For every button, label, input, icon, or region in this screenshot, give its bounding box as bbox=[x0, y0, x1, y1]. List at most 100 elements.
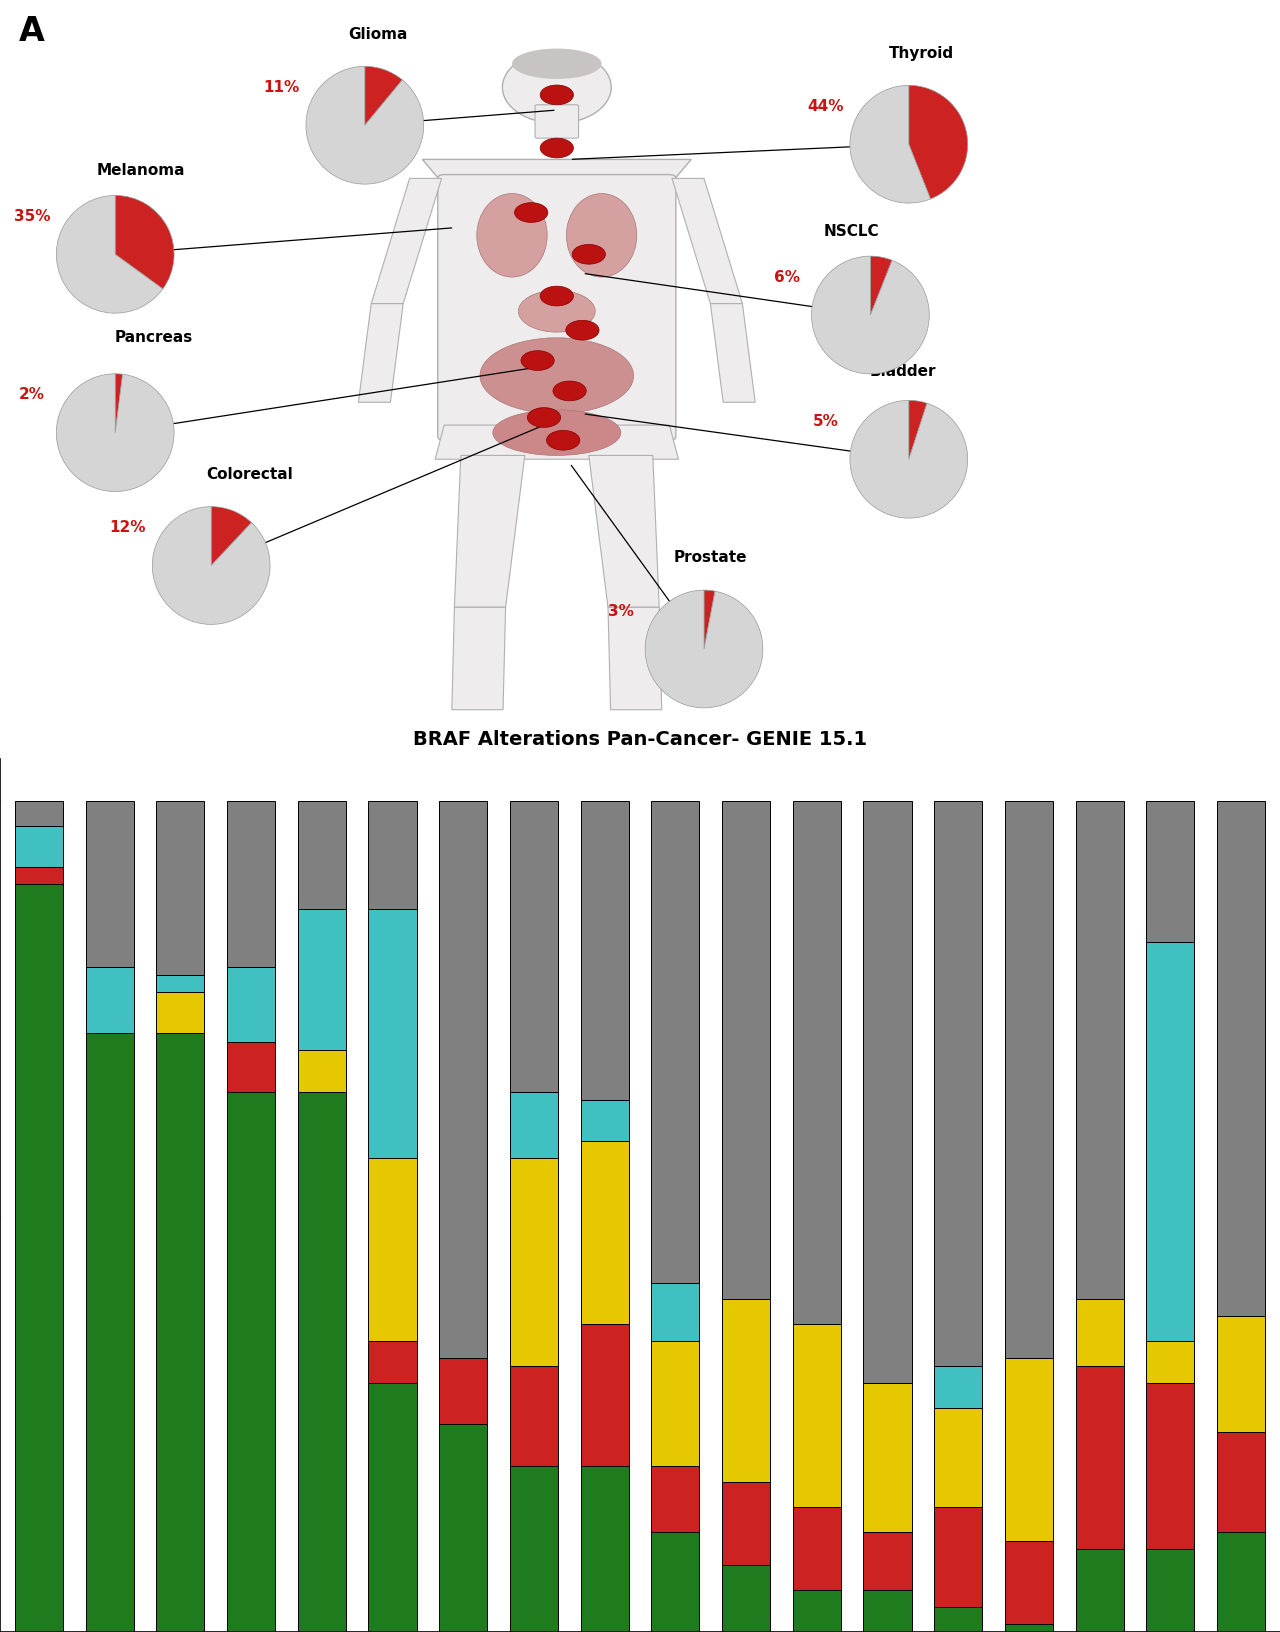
Polygon shape bbox=[608, 607, 662, 710]
Circle shape bbox=[540, 139, 573, 158]
Bar bbox=[652, 1283, 699, 1342]
Text: 12%: 12% bbox=[110, 521, 146, 535]
Wedge shape bbox=[306, 67, 424, 184]
Polygon shape bbox=[435, 424, 678, 459]
Text: 35%: 35% bbox=[14, 209, 50, 224]
Bar bbox=[1075, 1549, 1124, 1632]
Wedge shape bbox=[850, 400, 968, 517]
Bar bbox=[792, 1508, 841, 1591]
Ellipse shape bbox=[518, 290, 595, 331]
Bar bbox=[1005, 1541, 1053, 1624]
Wedge shape bbox=[365, 67, 402, 126]
Text: Pancreas: Pancreas bbox=[114, 330, 193, 346]
Bar bbox=[156, 1033, 205, 1632]
Wedge shape bbox=[56, 196, 163, 313]
Bar bbox=[934, 1508, 982, 1608]
Bar bbox=[1147, 942, 1194, 1342]
Bar bbox=[15, 867, 63, 885]
Bar bbox=[722, 1299, 771, 1482]
Bar bbox=[1075, 801, 1124, 1299]
Text: Colorectal: Colorectal bbox=[206, 467, 293, 481]
Bar bbox=[934, 801, 982, 1366]
Bar bbox=[1217, 1433, 1265, 1532]
Ellipse shape bbox=[502, 51, 612, 124]
Circle shape bbox=[553, 380, 586, 401]
Bar bbox=[86, 966, 133, 1033]
Bar bbox=[934, 1407, 982, 1508]
Text: Prostate: Prostate bbox=[673, 550, 748, 565]
Text: 5%: 5% bbox=[813, 415, 838, 429]
Bar bbox=[934, 1608, 982, 1632]
Bar bbox=[1005, 1624, 1053, 1632]
Bar bbox=[864, 801, 911, 1382]
Polygon shape bbox=[371, 178, 442, 304]
Bar bbox=[298, 1092, 346, 1632]
Polygon shape bbox=[422, 160, 691, 183]
Bar bbox=[864, 1382, 911, 1532]
Bar bbox=[1005, 1358, 1053, 1541]
Bar bbox=[227, 1041, 275, 1092]
Bar bbox=[369, 1159, 416, 1342]
Bar bbox=[369, 801, 416, 909]
Bar bbox=[439, 801, 488, 1358]
Bar bbox=[86, 801, 133, 966]
Ellipse shape bbox=[566, 194, 637, 277]
Wedge shape bbox=[850, 85, 931, 202]
Ellipse shape bbox=[477, 194, 548, 277]
Text: 3%: 3% bbox=[608, 604, 634, 619]
Bar bbox=[369, 909, 416, 1159]
Polygon shape bbox=[672, 178, 742, 304]
Wedge shape bbox=[211, 506, 251, 566]
Circle shape bbox=[547, 431, 580, 450]
Text: Melanoma: Melanoma bbox=[96, 163, 186, 178]
Bar bbox=[652, 1466, 699, 1532]
Polygon shape bbox=[452, 607, 506, 710]
Bar bbox=[1147, 1549, 1194, 1632]
Wedge shape bbox=[645, 591, 763, 708]
Circle shape bbox=[572, 245, 605, 264]
Wedge shape bbox=[115, 196, 174, 289]
Title: BRAF Alterations Pan-Cancer- GENIE 15.1: BRAF Alterations Pan-Cancer- GENIE 15.1 bbox=[413, 730, 867, 749]
Bar bbox=[581, 1325, 628, 1466]
Wedge shape bbox=[56, 374, 174, 491]
Bar bbox=[792, 1591, 841, 1632]
Bar bbox=[156, 976, 205, 992]
Bar bbox=[15, 885, 63, 1632]
Ellipse shape bbox=[480, 338, 634, 413]
Polygon shape bbox=[358, 304, 403, 403]
Bar bbox=[1147, 1382, 1194, 1549]
Bar bbox=[1075, 1366, 1124, 1549]
Bar bbox=[509, 1366, 558, 1466]
Text: 2%: 2% bbox=[19, 387, 45, 401]
Circle shape bbox=[515, 202, 548, 222]
Bar bbox=[581, 801, 628, 1100]
Ellipse shape bbox=[512, 49, 602, 78]
Text: 11%: 11% bbox=[264, 80, 300, 95]
Bar bbox=[864, 1532, 911, 1591]
Bar bbox=[15, 826, 63, 867]
Text: NSCLC: NSCLC bbox=[823, 224, 879, 238]
Bar bbox=[1075, 1299, 1124, 1366]
Bar bbox=[1217, 1532, 1265, 1632]
Wedge shape bbox=[704, 591, 716, 650]
Bar bbox=[227, 966, 275, 1041]
Text: Glioma: Glioma bbox=[348, 26, 407, 42]
Bar bbox=[722, 1482, 771, 1565]
Wedge shape bbox=[870, 256, 892, 315]
Bar bbox=[227, 801, 275, 966]
Bar bbox=[439, 1425, 488, 1632]
Wedge shape bbox=[152, 506, 270, 625]
Bar bbox=[156, 992, 205, 1033]
Wedge shape bbox=[909, 85, 968, 199]
Polygon shape bbox=[589, 455, 659, 607]
Text: Bladder: Bladder bbox=[869, 364, 936, 380]
Bar bbox=[1147, 801, 1194, 942]
Bar bbox=[722, 1565, 771, 1632]
Bar bbox=[864, 1591, 911, 1632]
Bar bbox=[298, 909, 346, 1049]
Bar bbox=[792, 801, 841, 1325]
Text: 6%: 6% bbox=[774, 269, 800, 284]
Bar bbox=[722, 801, 771, 1299]
FancyBboxPatch shape bbox=[438, 175, 676, 441]
Bar bbox=[581, 1466, 628, 1632]
